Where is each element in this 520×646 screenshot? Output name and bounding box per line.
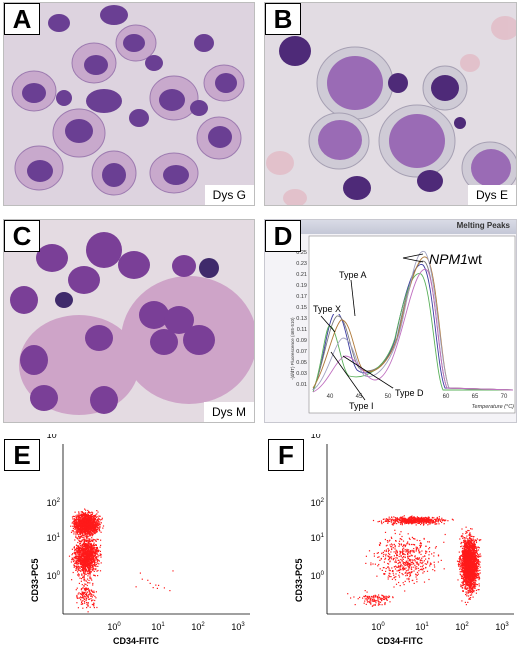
label-bg (337, 270, 367, 280)
y-axis-label: -(d/dT) Fluorescence (465-510) (290, 317, 295, 380)
panel-tag: Dys M (204, 402, 254, 422)
melt-curve (312, 250, 514, 391)
melt-curve (312, 268, 514, 393)
x-axis-label: CD34-FITC (113, 636, 160, 644)
npm1wt-label: NPM1wt (429, 251, 482, 267)
chart-title: Melting Peaks (456, 221, 510, 230)
panel-letter: F (268, 439, 304, 471)
panel-a-micrograph: A Dys G (3, 2, 255, 206)
melt-curve (312, 273, 513, 393)
y-tick-100: 102 (47, 498, 61, 508)
y-tick: 0.13 (296, 316, 307, 322)
x-axis-label: CD34-FITC (377, 636, 424, 644)
panel-letter: B (265, 3, 301, 35)
chart-title-bar (265, 220, 516, 234)
y-tick-1: 100 (311, 571, 325, 581)
micrograph-dysplastic-megakaryocyte (4, 220, 254, 422)
x-tick-10: 101 (415, 622, 429, 632)
y-tick: 0.23 (296, 261, 307, 267)
x-tick: 50 (385, 394, 392, 400)
x-tick-1: 100 (371, 622, 385, 632)
y-tick: 0.11 (297, 327, 307, 333)
panel-tag: Dys G (204, 185, 254, 205)
event-dots (347, 515, 482, 607)
y-tick: 0.05 (296, 360, 307, 366)
type-d-label: Type D (395, 388, 424, 398)
micrograph-dysplastic-granulocytes (4, 3, 254, 205)
melt-curve (312, 256, 514, 391)
x-tick: 40 (327, 394, 334, 400)
y-tick: 0.21 (296, 272, 307, 278)
panel-f-flow-plot: F CD33-PC5 103 102 101 100 100 101 102 1… (264, 430, 520, 646)
x-tick-1000: 103 (231, 622, 245, 632)
plot-frame (308, 235, 516, 414)
y-tick: 0.25 (296, 250, 307, 256)
label-bg (393, 388, 425, 398)
y-tick: 0.19 (296, 283, 307, 289)
event-dots (68, 508, 174, 613)
y-tick: 0.07 (296, 349, 307, 355)
y-tick-1000: 103 (311, 434, 325, 440)
pointer-line (350, 279, 356, 317)
x-axis-label: Temperature (°C) (472, 404, 515, 410)
y-tick-1000: 103 (47, 434, 61, 440)
panel-b-micrograph: B Dys E (264, 2, 517, 206)
panel-letter: C (4, 220, 40, 252)
x-tick-1000: 103 (495, 622, 509, 632)
panel-c-micrograph: C Dys M (3, 219, 255, 423)
npm1-gene: NPM1 (429, 251, 468, 267)
npm1-suffix: wt (467, 251, 482, 267)
x-tick-100: 102 (191, 622, 205, 632)
panel-d-melting-peaks: D Melting Peaks -(d/dT) Fluorescence (46… (264, 219, 517, 423)
x-tick-100: 102 (455, 622, 469, 632)
label-bg (347, 401, 373, 411)
panel-letter: A (4, 3, 40, 35)
x-tick: 70 (501, 394, 508, 400)
y-tick: 0.17 (296, 294, 307, 300)
pointer-line (320, 315, 336, 333)
y-axis-label: CD33-PC5 (294, 558, 304, 602)
x-tick: 60 (443, 394, 450, 400)
type-a-label: Type A (339, 270, 367, 280)
y-tick-1: 100 (47, 571, 61, 581)
x-tick-10: 101 (151, 622, 165, 632)
type-x-label: Type X (313, 304, 341, 314)
y-tick: 0.15 (296, 305, 307, 311)
pointer-line (402, 257, 424, 263)
micrograph-dysplastic-erythroid (265, 3, 516, 205)
pointer-line (330, 351, 366, 401)
panel-letter: D (265, 220, 301, 252)
x-tick: 65 (472, 394, 479, 400)
x-tick-1: 100 (107, 622, 121, 632)
panel-letter: E (4, 439, 40, 471)
y-tick-10: 101 (47, 533, 61, 543)
y-tick: 0.01 (296, 382, 307, 388)
pointer-line (342, 355, 397, 391)
flow-scatter-f: CD33-PC5 103 102 101 100 100 101 102 103… (294, 430, 514, 646)
y-tick-100: 102 (311, 498, 325, 508)
y-tick: 0.03 (296, 371, 307, 377)
panel-tag: Dys E (467, 185, 516, 205)
type-i-label: Type I (349, 401, 374, 411)
y-tick-10: 101 (311, 533, 325, 543)
x-tick: 45 (356, 394, 363, 400)
label-bg (311, 304, 341, 314)
y-tick: 0.09 (296, 338, 307, 344)
melting-peaks-plot: -(d/dT) Fluorescence (465-510) 0.25 0.23… (290, 235, 516, 414)
flow-scatter-e: CD33-PC5 103 102 101 100 100 101 102 103… (30, 430, 250, 646)
y-axis-label: CD33-PC5 (30, 558, 40, 602)
pointer-line (402, 253, 424, 259)
panel-e-flow-plot: E CD33-PC5 103 102 101 100 100 101 102 1… (0, 430, 256, 646)
